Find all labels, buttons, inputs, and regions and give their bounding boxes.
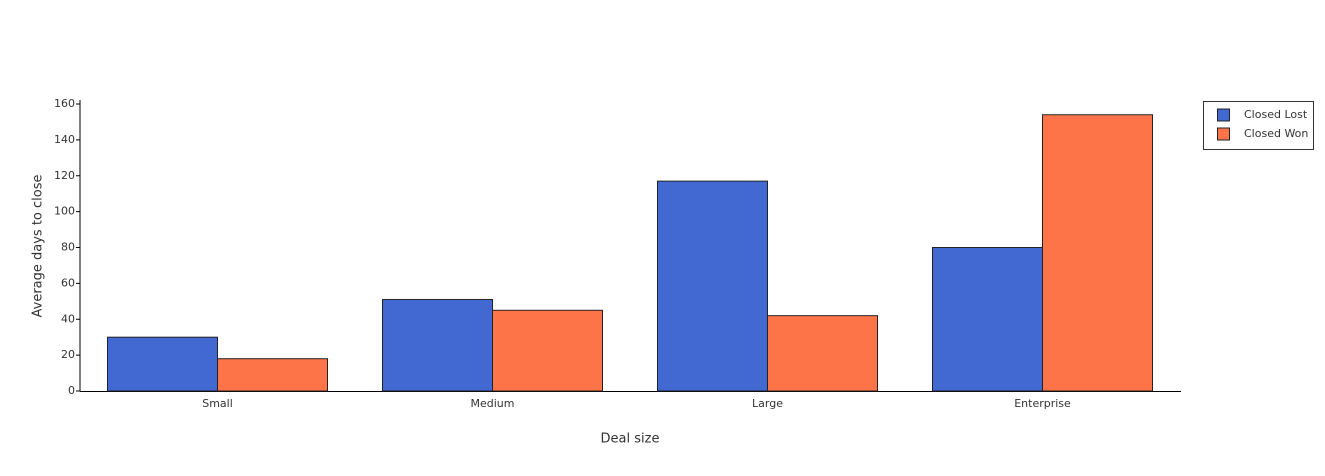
bar — [932, 247, 1043, 392]
legend-swatch — [1217, 127, 1230, 141]
y-tick-label: 100 — [54, 205, 75, 218]
x-tick-label: Large — [752, 397, 783, 410]
y-tick-label: 140 — [54, 133, 75, 146]
bar — [1042, 114, 1153, 392]
bar — [657, 180, 768, 392]
legend-label: Closed Lost — [1244, 108, 1308, 121]
bar — [107, 336, 218, 392]
legend-swatch — [1217, 108, 1230, 122]
y-tick-label: 80 — [61, 241, 75, 254]
x-tick-label: Enterprise — [1014, 397, 1071, 410]
legend-label: Closed Won — [1244, 127, 1308, 140]
x-axis-title: Deal size — [601, 432, 660, 447]
bar — [217, 358, 328, 392]
y-tick-label: 40 — [61, 312, 75, 325]
y-tick-label: 60 — [61, 276, 75, 289]
bar — [382, 299, 493, 392]
bar — [492, 309, 603, 392]
bar — [767, 315, 878, 392]
y-tick-label: 160 — [54, 97, 75, 110]
y-tick-label: 0 — [68, 384, 75, 397]
y-tick-label: 120 — [54, 169, 75, 182]
x-tick-label: Medium — [471, 397, 515, 410]
y-axis-title: Average days to close — [31, 174, 46, 317]
y-tick-label: 20 — [61, 348, 75, 361]
x-tick-label: Small — [202, 397, 233, 410]
